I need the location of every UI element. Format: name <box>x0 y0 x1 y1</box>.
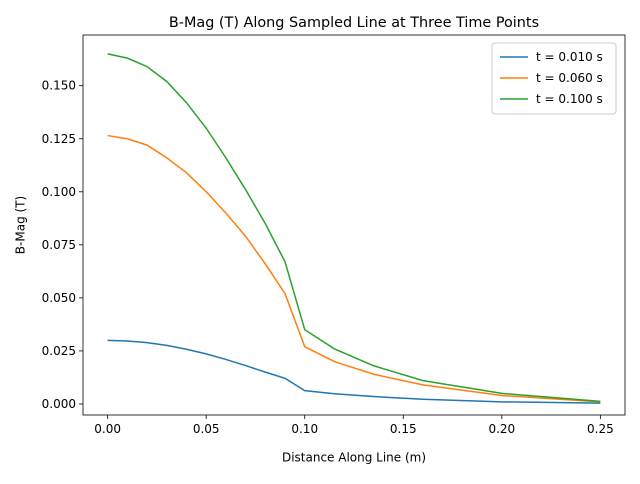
y-tick-label: 0.150 <box>42 79 76 93</box>
y-tick-label: 0.125 <box>42 132 76 146</box>
y-tick-label: 0.025 <box>42 344 76 358</box>
chart-title: B-Mag (T) Along Sampled Line at Three Ti… <box>169 15 539 31</box>
legend-label: t = 0.010 s <box>536 50 603 64</box>
x-axis-label: Distance Along Line (m) <box>282 451 426 465</box>
x-tick-label: 0.05 <box>193 422 220 436</box>
line <box>107 53 601 403</box>
legend-box <box>491 42 617 115</box>
y-tick-label: 0.100 <box>42 185 76 199</box>
plot-frame <box>82 34 626 416</box>
x-tick-label: 0.10 <box>291 422 318 436</box>
y-axis-label: B-Mag (T) <box>14 196 28 254</box>
legend-label: t = 0.060 s <box>536 71 603 85</box>
line <box>107 134 601 403</box>
x-tick-label: 0.20 <box>488 422 515 436</box>
y-tick-label: 0.000 <box>42 397 76 411</box>
legend-label: t = 0.100 s <box>536 92 603 106</box>
y-tick-label: 0.075 <box>42 238 76 252</box>
y-tick-label: 0.050 <box>42 291 76 305</box>
line <box>107 339 601 404</box>
x-tick-label: 0.25 <box>587 422 614 436</box>
x-tick-label: 0.15 <box>390 422 417 436</box>
x-tick-label: 0.00 <box>94 422 121 436</box>
